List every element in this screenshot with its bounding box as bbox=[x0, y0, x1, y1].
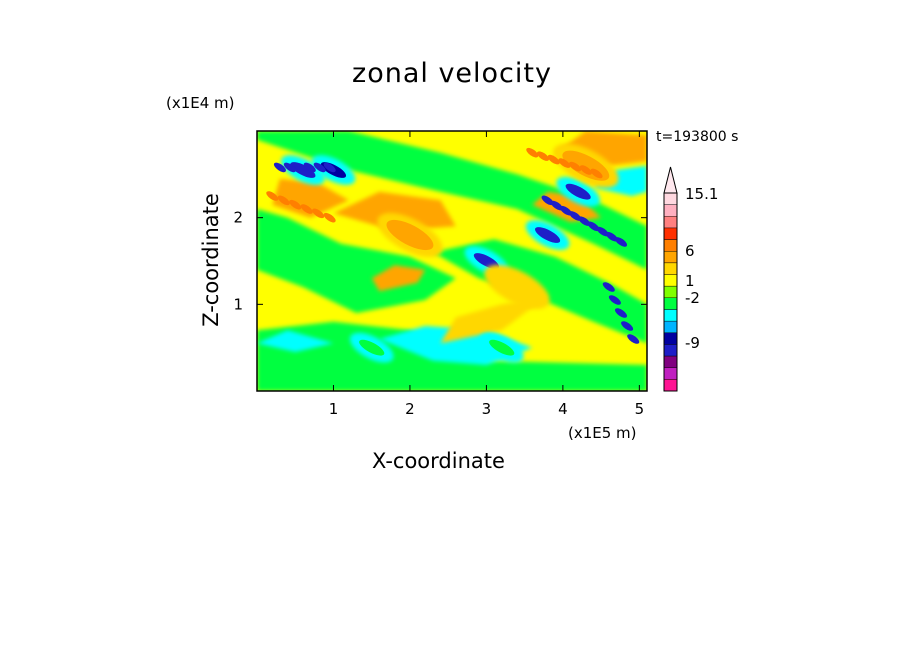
x-tick-label: 4 bbox=[558, 400, 568, 418]
colorbar-swatch bbox=[663, 367, 678, 380]
colorbar-swatch bbox=[663, 192, 678, 205]
colorbar-frame bbox=[663, 192, 678, 392]
field-eddy bbox=[313, 162, 326, 173]
field-eddy bbox=[541, 195, 554, 206]
time-label: t=193800 s bbox=[656, 129, 739, 145]
field-eddy bbox=[536, 151, 550, 161]
colorbar-swatch bbox=[663, 216, 678, 229]
field-eddy bbox=[559, 205, 572, 216]
field-eddy bbox=[608, 295, 621, 305]
field-eddy bbox=[590, 168, 603, 179]
field-eddy bbox=[277, 195, 290, 206]
field-eddy bbox=[273, 162, 286, 173]
field-eddy bbox=[587, 221, 600, 232]
field-band bbox=[257, 330, 334, 352]
colorbar-swatch bbox=[663, 204, 678, 217]
x-tick-label: 5 bbox=[635, 400, 645, 418]
colorbar-swatch bbox=[663, 239, 678, 252]
colorbar-swatch bbox=[663, 309, 678, 322]
field-eddy bbox=[569, 161, 582, 172]
colorbar-swatch bbox=[663, 250, 678, 263]
x-tick-label: 3 bbox=[482, 400, 492, 418]
colorbar-swatch bbox=[663, 274, 678, 287]
field-eddy bbox=[289, 199, 302, 210]
field-feature bbox=[525, 220, 570, 250]
field-eddy bbox=[547, 154, 560, 165]
field-eddy bbox=[300, 204, 313, 214]
field-eddy bbox=[621, 321, 634, 331]
y-tick-label: 1 bbox=[233, 295, 243, 313]
colorbar-label: 6 bbox=[685, 242, 695, 260]
field-eddy bbox=[558, 158, 571, 168]
colorbar-swatch bbox=[663, 332, 678, 345]
field-eddy bbox=[323, 162, 336, 173]
field-feature bbox=[377, 212, 443, 258]
field-band bbox=[593, 165, 647, 196]
x-tick-label: 1 bbox=[329, 400, 339, 418]
field-eddy bbox=[614, 308, 628, 318]
colorbar-swatch bbox=[663, 286, 678, 299]
y-tick-label: 2 bbox=[233, 209, 243, 227]
field-eddy bbox=[569, 211, 582, 221]
chart-title: zonal velocity bbox=[352, 58, 552, 89]
field-band bbox=[333, 191, 456, 231]
colorbar-swatch bbox=[663, 297, 678, 310]
y-axis-ticks: 12 bbox=[233, 209, 647, 313]
field-feature bbox=[479, 332, 524, 363]
field-feature bbox=[349, 332, 394, 363]
colorbar-label: -9 bbox=[685, 334, 700, 352]
field-eddy bbox=[550, 200, 563, 211]
field-band bbox=[440, 295, 548, 344]
plot-frame bbox=[256, 130, 648, 392]
colorbar-swatch bbox=[663, 320, 678, 333]
field-eddy bbox=[614, 237, 628, 247]
y-axis-unit: (x1E4 m) bbox=[166, 94, 235, 112]
field-feature bbox=[484, 264, 550, 310]
field-eddy bbox=[312, 208, 325, 219]
field-band bbox=[272, 178, 349, 218]
colorbar-label: 15.1 bbox=[685, 185, 718, 203]
field-eddy bbox=[579, 165, 592, 175]
colorbar-swatch bbox=[663, 262, 678, 275]
colorbar: 15.1 6 1-2 -9 bbox=[663, 166, 718, 392]
field-eddy bbox=[605, 231, 618, 242]
field-eddy bbox=[303, 162, 316, 173]
field-eddy bbox=[283, 162, 296, 173]
colorbar-extend-arrow bbox=[663, 166, 678, 194]
colorbar-swatch bbox=[663, 379, 678, 392]
field-eddy bbox=[526, 147, 539, 158]
field-band bbox=[257, 209, 456, 313]
field-eddy bbox=[627, 334, 640, 344]
colorbar-label: -2 bbox=[685, 289, 700, 307]
colorbar-swatch bbox=[663, 355, 678, 368]
field-eddy bbox=[293, 162, 306, 173]
colorbar-label: 1 bbox=[685, 272, 695, 290]
field-eddy bbox=[596, 226, 609, 237]
x-axis-unit: (x1E5 m) bbox=[568, 424, 637, 442]
field-eddy bbox=[323, 212, 336, 223]
x-axis-label: X-coordinate bbox=[372, 449, 505, 473]
field-feature bbox=[556, 176, 600, 207]
field-eddy bbox=[602, 282, 615, 292]
field-eddy bbox=[266, 191, 279, 201]
plot-area bbox=[257, 131, 647, 391]
field-band bbox=[371, 265, 426, 292]
x-axis-ticks: 1 2 3 4 5 bbox=[329, 131, 644, 418]
field-eddy bbox=[578, 216, 591, 226]
colorbar-swatch bbox=[663, 227, 678, 240]
x-tick-label: 2 bbox=[405, 400, 415, 418]
colorbar-swatch bbox=[663, 344, 678, 357]
field-band bbox=[257, 131, 647, 270]
